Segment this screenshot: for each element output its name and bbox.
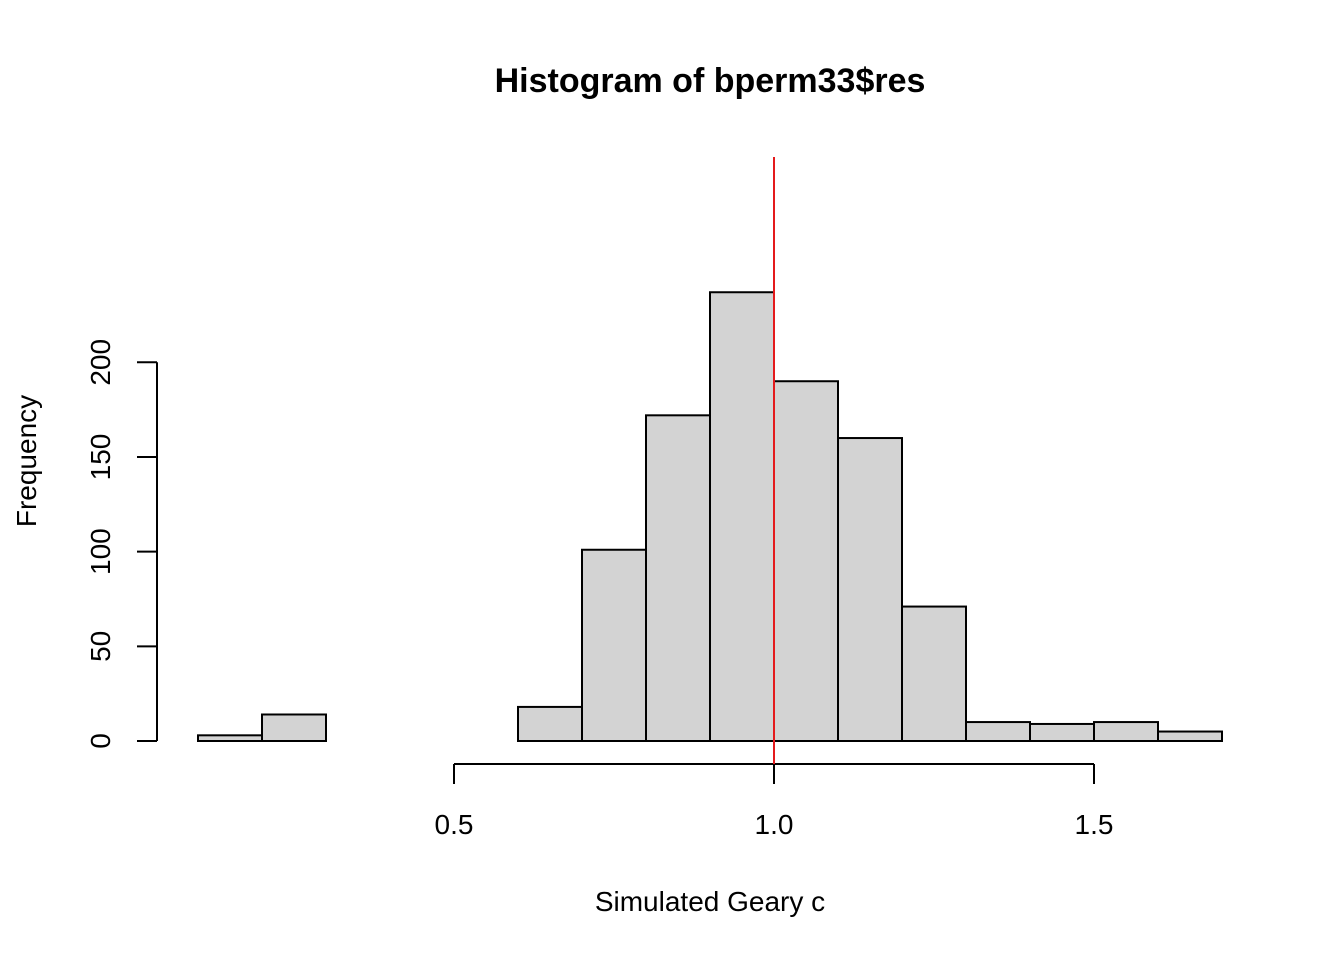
- histogram-bar: [261, 713, 327, 743]
- x-tick-label: 1.5: [1075, 809, 1114, 840]
- x-axis-label: Simulated Geary c: [595, 886, 825, 917]
- y-tick-label: 100: [85, 528, 116, 575]
- histogram-bar: [645, 414, 711, 742]
- histogram-bar: [517, 705, 583, 742]
- histogram-bar: [581, 548, 647, 742]
- histogram-bar: [1029, 722, 1095, 742]
- bars-group: [197, 291, 1223, 743]
- histogram-bar: [709, 291, 775, 742]
- histogram-bar: [837, 437, 903, 742]
- y-tick-label: 200: [85, 339, 116, 386]
- histogram-bar: [901, 605, 967, 743]
- y-tick-label: 50: [85, 631, 116, 662]
- y-axis-label: Frequency: [11, 395, 42, 527]
- histogram-bar: [197, 734, 263, 743]
- y-tick-label: 0: [85, 733, 116, 749]
- y-tick-label: 150: [85, 434, 116, 481]
- x-axis: 0.5 1.0 1.5: [435, 763, 1114, 840]
- histogram-bar: [1093, 721, 1159, 743]
- chart-title: Histogram of bperm33$res: [495, 62, 926, 100]
- histogram-bar: [965, 721, 1031, 743]
- histogram-bar: [1157, 730, 1223, 742]
- x-tick-label: 0.5: [435, 809, 474, 840]
- y-axis: 0 50 100 150 200: [85, 339, 158, 749]
- x-tick-label: 1.0: [755, 809, 794, 840]
- histogram-bar: [773, 380, 839, 742]
